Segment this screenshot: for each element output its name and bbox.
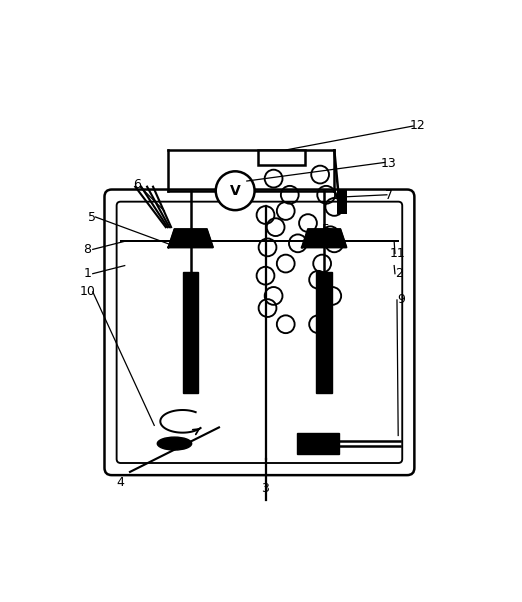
Bar — [297, 433, 339, 454]
Text: 5: 5 — [88, 211, 96, 223]
Bar — [183, 272, 198, 393]
Text: 6: 6 — [133, 178, 141, 191]
Text: V: V — [230, 184, 241, 197]
Polygon shape — [169, 229, 213, 247]
Text: 10: 10 — [79, 285, 96, 299]
Circle shape — [216, 172, 255, 210]
Bar — [258, 150, 305, 166]
Text: 5: 5 — [322, 223, 330, 235]
Text: 4: 4 — [116, 476, 124, 489]
Polygon shape — [302, 229, 347, 247]
Text: 11: 11 — [390, 247, 406, 260]
Text: 12: 12 — [409, 119, 425, 132]
Text: 2: 2 — [395, 267, 403, 280]
Ellipse shape — [157, 437, 192, 450]
Text: 3: 3 — [262, 482, 269, 495]
Text: 9: 9 — [397, 293, 405, 306]
Text: 1: 1 — [84, 267, 91, 280]
Text: 13: 13 — [381, 157, 397, 170]
Text: 8: 8 — [84, 243, 91, 256]
Text: 7: 7 — [385, 189, 393, 202]
Bar — [316, 272, 332, 393]
